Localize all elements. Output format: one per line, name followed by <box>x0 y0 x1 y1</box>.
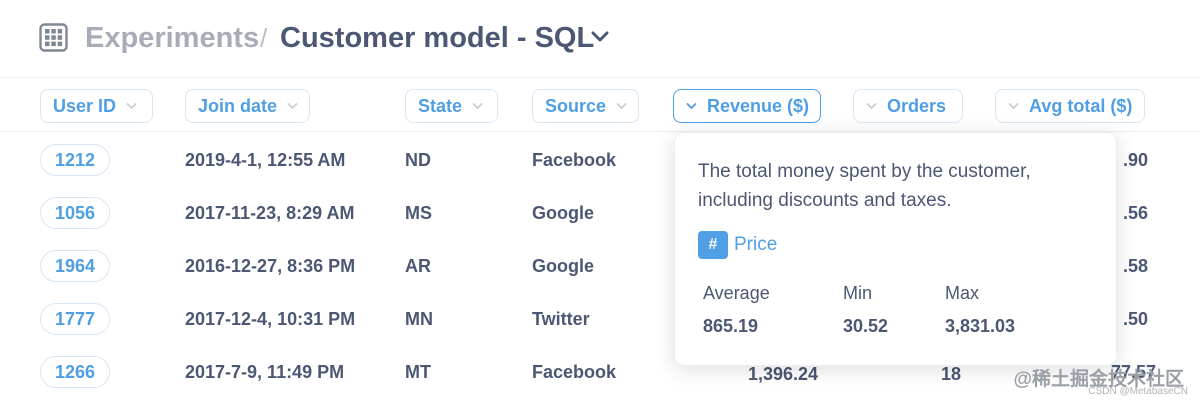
semantic-type-label: Price <box>734 234 778 255</box>
avg-total-cell: .58 <box>1123 256 1149 276</box>
join-date-cell: 2017-7-9, 11:49 PM <box>185 362 345 382</box>
table-row: 1777 2017-12-4, 10:31 PM MN Twitter .50 <box>0 292 1200 345</box>
table-row: 1964 2016-12-27, 8:36 PM AR Google .58 <box>0 239 1200 292</box>
column-header-source[interactable]: Source <box>532 89 639 123</box>
state-cell: AR <box>405 256 431 276</box>
column-header-label: User ID <box>53 95 117 116</box>
page-title: Customer model - SQL <box>280 22 595 54</box>
user-id-link[interactable]: 1056 <box>40 197 110 229</box>
source-cell: Google <box>532 203 594 223</box>
orders-cell: 18 <box>941 364 962 384</box>
page-header: Experiments / Customer model - SQL <box>0 0 1200 78</box>
user-id-link[interactable]: 1212 <box>40 144 110 176</box>
column-header-state[interactable]: State <box>405 89 498 123</box>
chevron-down-icon <box>126 102 137 110</box>
watermark-csdn: CSDN @MetabaseCN <box>1088 386 1188 397</box>
join-date-cell: 2016-12-27, 8:36 PM <box>185 256 356 276</box>
number-type-icon: # <box>698 231 728 259</box>
state-cell: ND <box>405 150 431 170</box>
join-date-cell: 2017-12-4, 10:31 PM <box>185 309 356 329</box>
source-cell: Facebook <box>532 362 617 382</box>
join-date-cell: 2019-4-1, 12:55 AM <box>185 150 346 170</box>
stat-min-label: Min <box>843 283 873 303</box>
chevron-down-icon <box>616 102 627 110</box>
table-row: 1212 2019-4-1, 12:55 AM ND Facebook .90 <box>0 133 1200 186</box>
column-header-label: Revenue ($) <box>707 95 810 116</box>
avg-total-cell: .90 <box>1123 150 1149 170</box>
stat-average-value: 865.19 <box>703 316 759 336</box>
breadcrumb-separator: / <box>260 23 268 53</box>
column-header-revenue[interactable]: Revenue ($) <box>673 89 821 123</box>
chevron-down-icon[interactable] <box>591 30 609 44</box>
state-cell: MT <box>405 362 431 382</box>
chevron-down-icon <box>686 102 697 110</box>
avg-total-cell: .50 <box>1123 309 1149 329</box>
column-header-avg-total[interactable]: Avg total ($) <box>995 89 1145 123</box>
revenue-cell: 1,396.24 <box>748 364 819 384</box>
chevron-down-icon <box>472 102 483 110</box>
grid-icon[interactable] <box>39 23 68 52</box>
column-header-orders[interactable]: Orders <box>853 89 963 123</box>
state-cell: MN <box>405 309 433 329</box>
chevron-down-icon <box>287 102 298 110</box>
avg-total-cell: .56 <box>1123 203 1149 223</box>
state-cell: MS <box>405 203 432 223</box>
column-header-label: Source <box>545 95 607 116</box>
user-id-link[interactable]: 1777 <box>40 303 110 335</box>
join-date-cell: 2017-11-23, 8:29 AM <box>185 203 355 223</box>
source-cell: Facebook <box>532 150 617 170</box>
column-header-row: User ID Join date State Source Revenue (… <box>0 79 1200 132</box>
table-row: 1056 2017-11-23, 8:29 AM MS Google .56 <box>0 186 1200 239</box>
table-row: 1266 2017-7-9, 11:49 PM MT Facebook 1,39… <box>0 345 1200 398</box>
stat-min-value: 30.52 <box>843 316 889 336</box>
source-cell: Twitter <box>532 309 590 329</box>
source-cell: Google <box>532 256 594 276</box>
user-id-link[interactable]: 1266 <box>40 356 110 388</box>
watermark-cn: @稀土掘金技术社区 <box>1013 369 1184 390</box>
column-header-label: Join date <box>198 95 278 116</box>
user-id-link[interactable]: 1964 <box>40 250 110 282</box>
column-description: The total money spent by the customer, i… <box>698 161 1031 211</box>
column-header-label: Avg total ($) <box>1029 95 1133 116</box>
column-header-join-date[interactable]: Join date <box>185 89 310 123</box>
breadcrumb-parent[interactable]: Experiments <box>85 22 260 54</box>
stat-max-value: 3,831.03 <box>945 316 1016 336</box>
stat-average-label: Average <box>703 283 770 303</box>
column-header-label: State <box>418 95 463 116</box>
chevron-down-icon <box>1008 102 1019 110</box>
column-header-label: Orders <box>887 95 947 116</box>
column-info-popover: The total money spent by the customer, i… <box>674 132 1117 366</box>
stat-max-label: Max <box>945 283 980 303</box>
avg-total-cell: 77.57 <box>1111 362 1157 382</box>
chevron-down-icon <box>866 102 877 110</box>
column-header-user-id[interactable]: User ID <box>40 89 153 123</box>
